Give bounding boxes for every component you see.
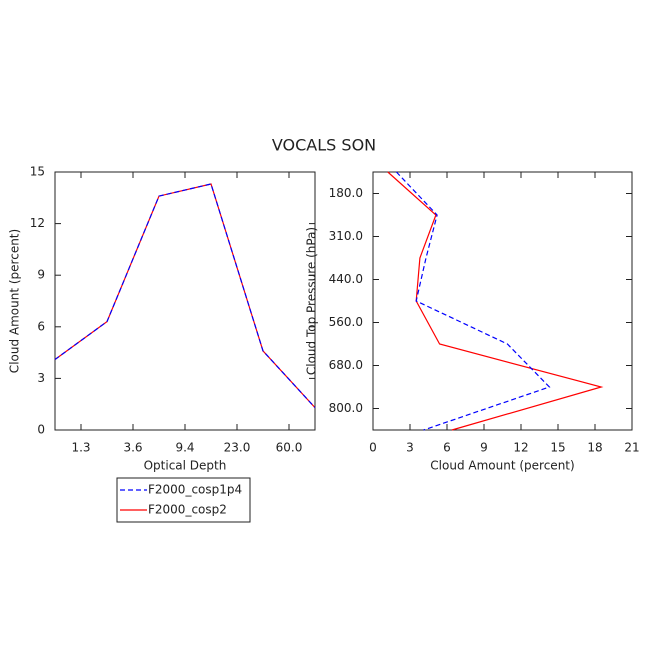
y-tick-label: 680.0 bbox=[329, 358, 363, 372]
y-axis-label: Cloud Amount (percent) bbox=[8, 229, 22, 373]
legend-label: F2000_cosp2 bbox=[148, 503, 227, 517]
y-axis-label: Cloud Top Pressure (hPa) bbox=[305, 227, 319, 375]
y-tick-label: 12 bbox=[30, 216, 45, 230]
y-tick-label: 310.0 bbox=[329, 229, 363, 243]
x-tick-label: 15 bbox=[550, 441, 565, 455]
series-line bbox=[395, 171, 551, 431]
x-tick-label: 3 bbox=[406, 441, 414, 455]
x-tick-label: 21 bbox=[624, 441, 639, 455]
series-line bbox=[54, 183, 316, 409]
y-tick-label: 3 bbox=[37, 371, 45, 385]
y-tick-label: 0 bbox=[37, 423, 45, 437]
y-tick-label: 800.0 bbox=[329, 401, 363, 415]
x-tick-label: 6 bbox=[443, 441, 451, 455]
x-tick-label: 1.3 bbox=[71, 441, 90, 455]
x-tick-label: 12 bbox=[513, 441, 528, 455]
x-axis-label: Optical Depth bbox=[144, 459, 227, 473]
x-tick-label: 18 bbox=[587, 441, 602, 455]
figure-title: VOCALS SON bbox=[272, 136, 376, 155]
x-axis-label: Cloud Amount (percent) bbox=[430, 459, 574, 473]
y-tick-label: 440.0 bbox=[329, 272, 363, 286]
x-tick-label: 9 bbox=[480, 441, 488, 455]
x-tick-label: 60.0 bbox=[276, 441, 303, 455]
plot-frame bbox=[372, 171, 633, 431]
x-tick-label: 3.6 bbox=[123, 441, 142, 455]
y-tick-label: 6 bbox=[37, 319, 45, 333]
legend-box bbox=[116, 477, 251, 523]
y-tick-label: 9 bbox=[37, 268, 45, 282]
legend-label: F2000_cosp1p4 bbox=[148, 483, 242, 497]
y-tick-label: 560.0 bbox=[329, 315, 363, 329]
x-tick-label: 0 bbox=[369, 441, 377, 455]
y-tick-label: 15 bbox=[30, 165, 45, 179]
y-tick-label: 180.0 bbox=[329, 186, 363, 200]
x-tick-label: 9.4 bbox=[175, 441, 194, 455]
x-tick-label: 23.0 bbox=[224, 441, 251, 455]
